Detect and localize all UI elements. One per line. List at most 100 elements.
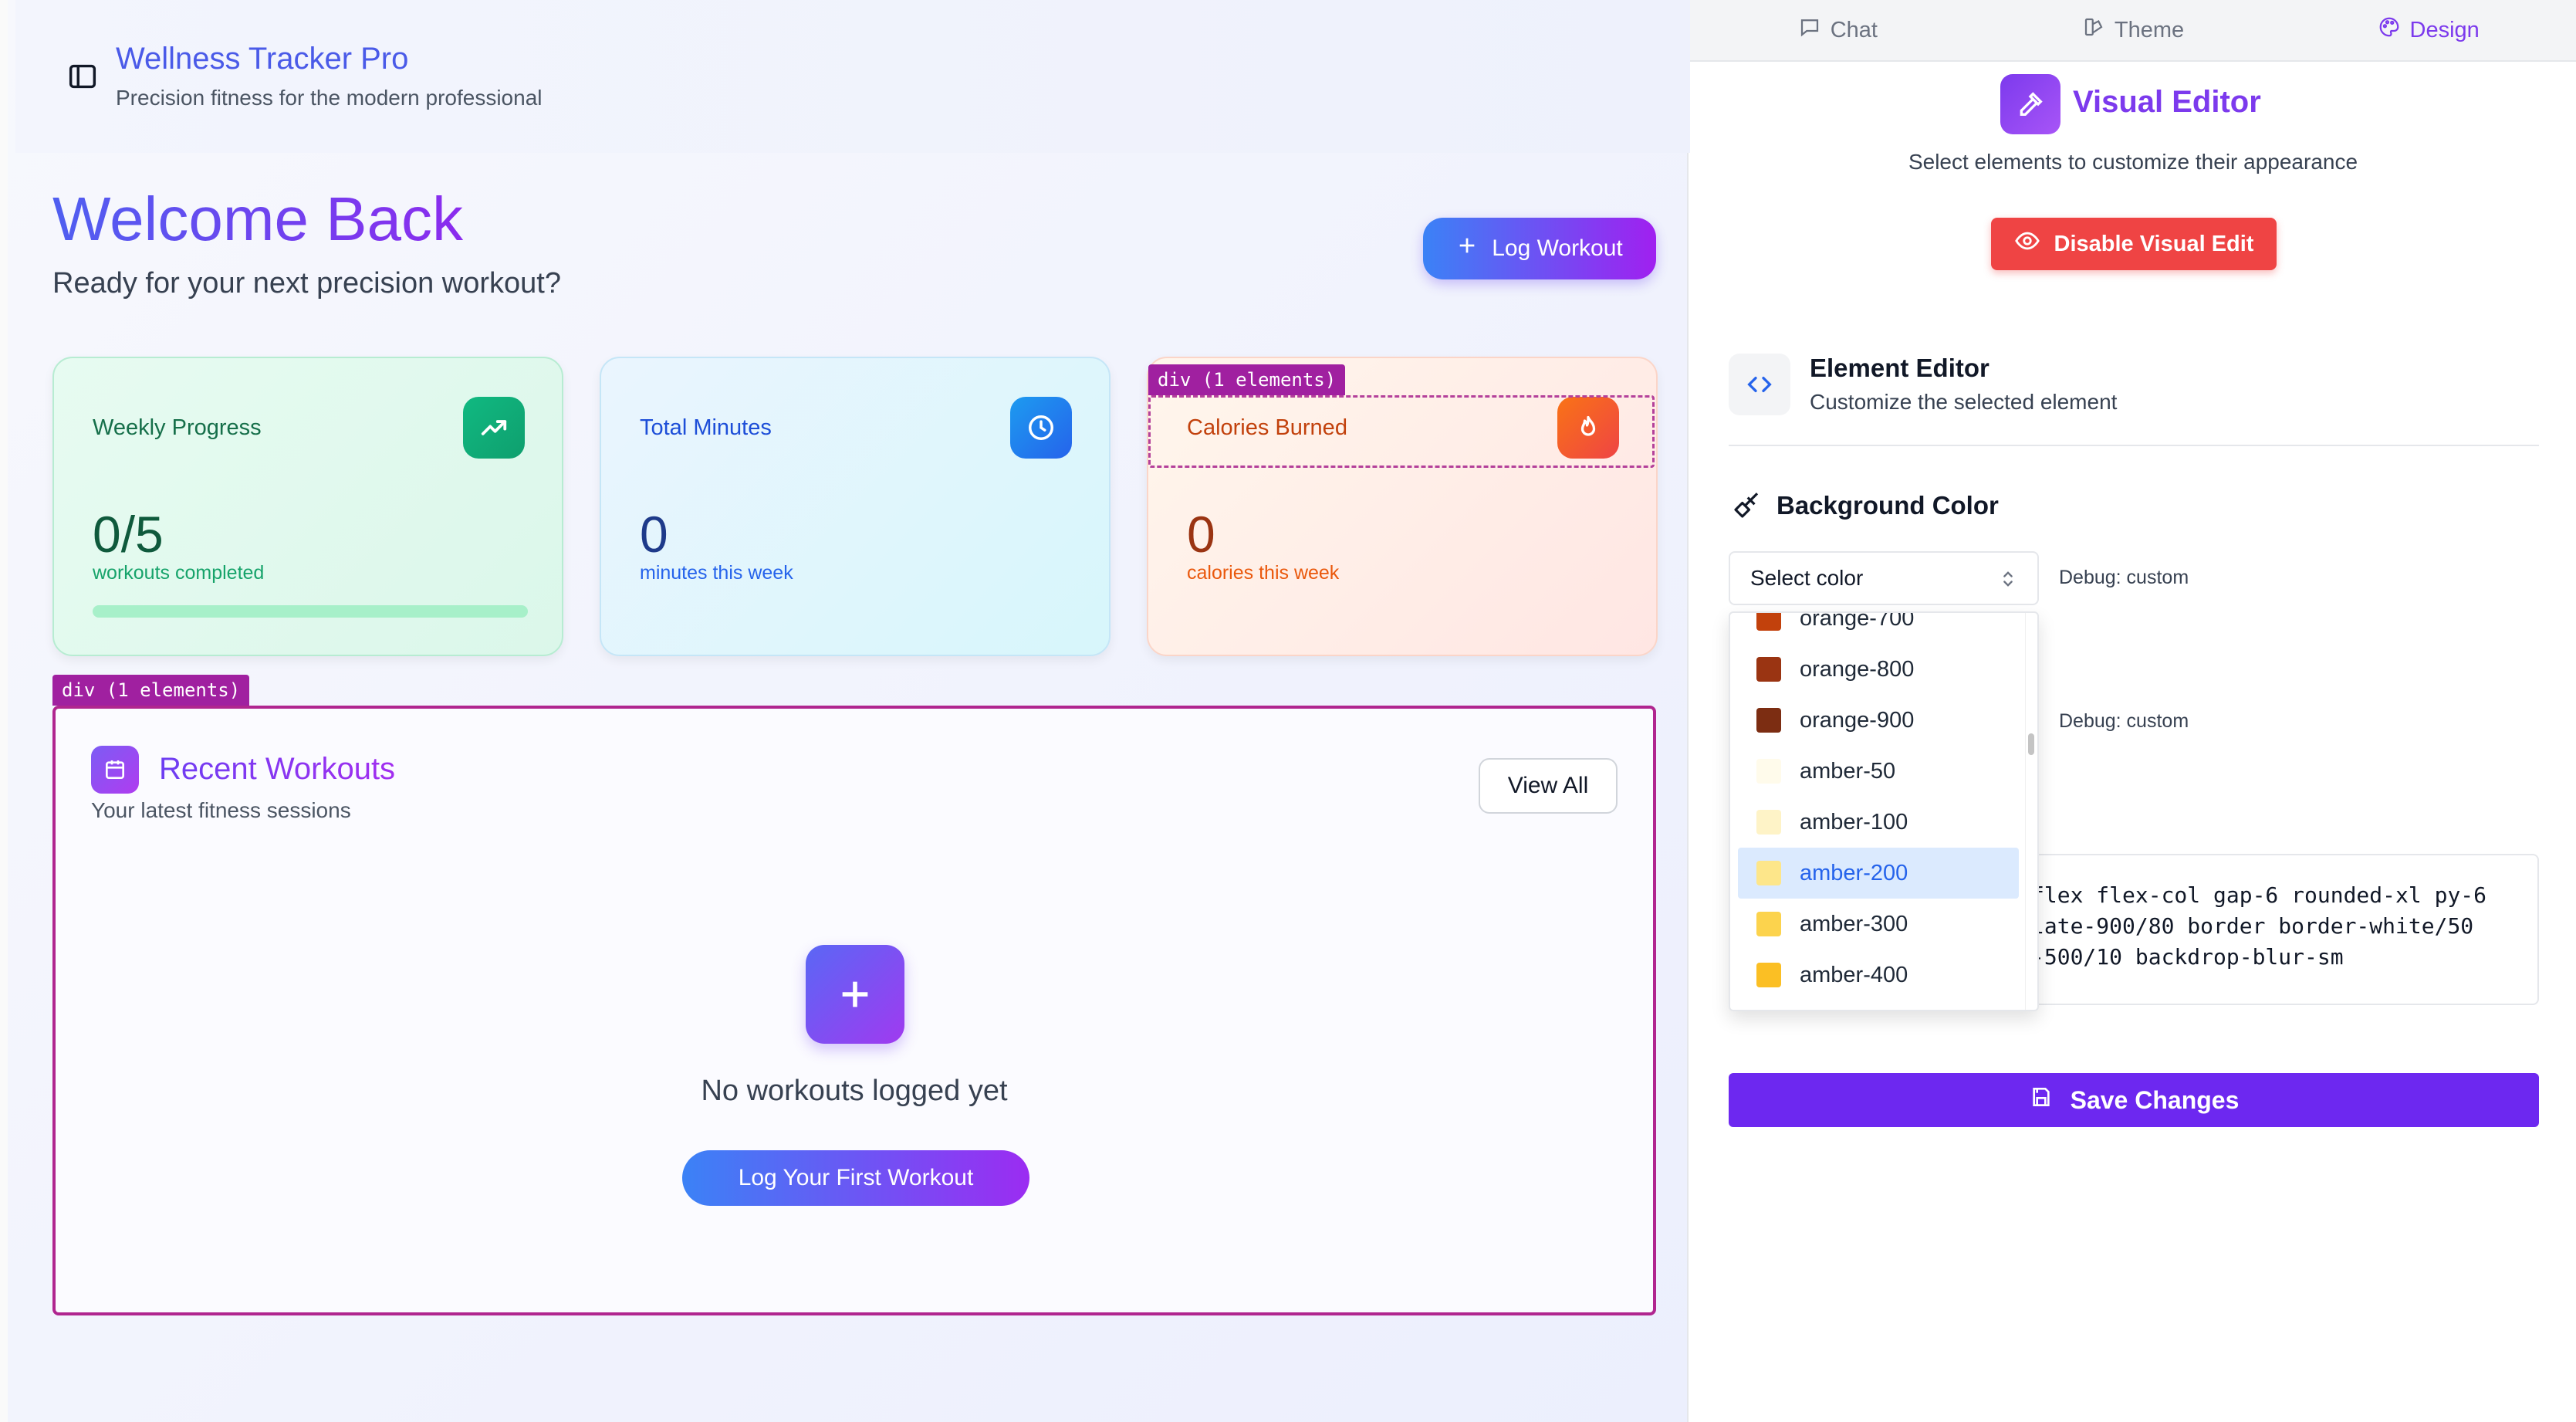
tab-design[interactable]: Design [2280, 0, 2576, 60]
color-options-list: orange-700 orange-800 orange-900 amber-50 am… [1730, 611, 2027, 1000]
tab-label: Design [2409, 17, 2480, 42]
calories-burned-card: Calories Burned 0 calories this week [1147, 357, 1658, 656]
stat-caption: workouts completed [93, 562, 265, 584]
class-input[interactable]: flex flex-col gap-6 rounded-xl py-6 late-… [2030, 854, 2539, 1005]
color-option-orange-800[interactable]: orange-800 [1738, 644, 2019, 695]
debug-text: Debug: custom [2059, 710, 2189, 732]
disable-visual-edit-button[interactable]: Disable Visual Edit [1991, 218, 2277, 270]
empty-state-text: No workouts logged yet [701, 1075, 1008, 1107]
editor-tabs: Chat Theme Design [1690, 0, 2576, 62]
stat-caption: calories this week [1187, 562, 1340, 584]
color-option-label: amber-400 [1800, 962, 1908, 987]
color-swatch [1756, 810, 1781, 835]
eyedropper-icon [2000, 74, 2060, 134]
class-line: -500/10 backdrop-blur-sm [2031, 944, 2344, 970]
scrollbar-track[interactable] [2025, 613, 2037, 1010]
stat-value: 0 [1187, 506, 1215, 563]
chevron-updown-icon [1997, 568, 2019, 595]
selection-outline[interactable] [1148, 395, 1655, 468]
add-workout-icon[interactable] [806, 945, 904, 1044]
tab-theme[interactable]: Theme [1986, 0, 2281, 60]
color-dropdown[interactable]: orange-700 orange-800 orange-900 amber-50 am… [1729, 611, 2039, 1011]
color-select-value: Select color [1750, 566, 1864, 590]
welcome-title: Welcome Back [52, 185, 464, 253]
color-swatch [1756, 759, 1781, 784]
stat-caption: minutes this week [640, 562, 793, 584]
visual-editor-subtitle: Select elements to customize their appea… [1908, 150, 2358, 174]
app-header: Wellness Tracker Pro Precision fitness f… [15, 0, 1695, 153]
palette-icon [2378, 15, 2401, 45]
color-swatch [1756, 657, 1781, 682]
trending-up-icon [463, 397, 525, 459]
class-line: late-900/80 border border-white/50 [2031, 913, 2474, 939]
log-workout-label: Log Workout [1492, 235, 1623, 261]
color-option-amber-300[interactable]: amber-300 [1738, 899, 2019, 950]
recent-workouts-subtitle: Your latest fitness sessions [91, 798, 351, 822]
stat-value: 0 [640, 506, 668, 563]
chat-icon [1798, 15, 1821, 45]
element-editor-subtitle: Customize the selected element [1810, 390, 2118, 414]
selection-tag: div (1 elements) [1148, 364, 1346, 395]
color-select[interactable]: Select color [1729, 551, 2039, 605]
flame-icon [1557, 397, 1619, 459]
color-option-orange-700[interactable]: orange-700 [1738, 611, 2019, 644]
app-subtitle: Precision fitness for the modern profess… [116, 86, 543, 110]
color-option-label: orange-700 [1800, 611, 1915, 631]
stat-label: Weekly Progress [93, 415, 262, 440]
debug-text: Debug: custom [2059, 567, 2189, 588]
stat-value: 0/5 [93, 506, 164, 563]
paintbrush-icon [1730, 489, 1763, 526]
visual-editor-title: Visual Editor [2073, 85, 2261, 119]
color-option-label: amber-300 [1800, 911, 1908, 936]
calendar-icon [91, 746, 139, 794]
element-editor-title: Element Editor [1810, 354, 1989, 382]
log-workout-button[interactable]: Log Workout [1423, 218, 1656, 279]
weekly-progress-bar [93, 605, 528, 618]
tab-label: Chat [1830, 17, 1878, 42]
color-option-label: amber-200 [1800, 860, 1908, 885]
app-title: Wellness Tracker Pro [116, 42, 409, 76]
sidebar-toggle-icon[interactable] [65, 59, 100, 94]
selection-tag: div (1 elements) [52, 675, 250, 706]
code-icon [1729, 354, 1790, 415]
color-swatch [1756, 708, 1781, 733]
color-option-label: orange-800 [1800, 656, 1915, 682]
color-option-amber-100[interactable]: amber-100 [1738, 797, 2019, 848]
color-option-orange-900[interactable]: orange-900 [1738, 695, 2019, 746]
tab-chat[interactable]: Chat [1690, 0, 1986, 60]
clock-icon [1010, 397, 1072, 459]
palette-swatch-icon [2082, 15, 2105, 45]
save-changes-label: Save Changes [2070, 1085, 2240, 1114]
welcome-subtitle: Ready for your next precision workout? [52, 267, 561, 300]
save-changes-button[interactable]: Save Changes [1729, 1073, 2539, 1127]
color-option-label: amber-100 [1800, 809, 1908, 835]
color-swatch [1756, 613, 1781, 631]
total-minutes-card: Total Minutes 0 minutes this week [600, 357, 1111, 656]
view-all-button[interactable]: View All [1479, 758, 1618, 814]
plus-icon [1456, 235, 1478, 262]
color-swatch [1756, 912, 1781, 936]
color-option-label: amber-50 [1800, 758, 1896, 784]
weekly-progress-card: Weekly Progress 0/5 workouts completed [52, 357, 563, 656]
background-color-title: Background Color [1776, 491, 1999, 520]
scrollbar-thumb[interactable] [2028, 733, 2034, 755]
app-canvas: Wellness Tracker Pro Precision fitness f… [0, 0, 1695, 1422]
stat-label: Calories Burned [1187, 415, 1347, 440]
editor-panel: Chat Theme Design Visual Editor Select e… [1690, 0, 2576, 1422]
color-swatch [1756, 963, 1781, 987]
log-first-workout-button[interactable]: Log Your First Workout [682, 1150, 1029, 1206]
eye-icon [2014, 228, 2040, 260]
save-icon [2029, 1085, 2054, 1116]
recent-workouts-title: Recent Workouts [159, 752, 396, 786]
class-line: flex flex-col gap-6 rounded-xl py-6 [2031, 882, 2487, 908]
color-option-amber-400[interactable]: amber-400 [1738, 950, 2019, 1000]
recent-workouts-panel[interactable]: Recent Workouts Your latest fitness sess… [52, 706, 1656, 1315]
stat-label: Total Minutes [640, 415, 772, 440]
divider [1729, 445, 2539, 446]
tab-label: Theme [2114, 17, 2185, 42]
color-option-amber-50[interactable]: amber-50 [1738, 746, 2019, 797]
color-option-label: orange-900 [1800, 707, 1915, 733]
color-option-amber-200[interactable]: amber-200 [1738, 848, 2019, 899]
disable-visual-edit-label: Disable Visual Edit [2054, 231, 2254, 256]
color-swatch [1756, 861, 1781, 885]
